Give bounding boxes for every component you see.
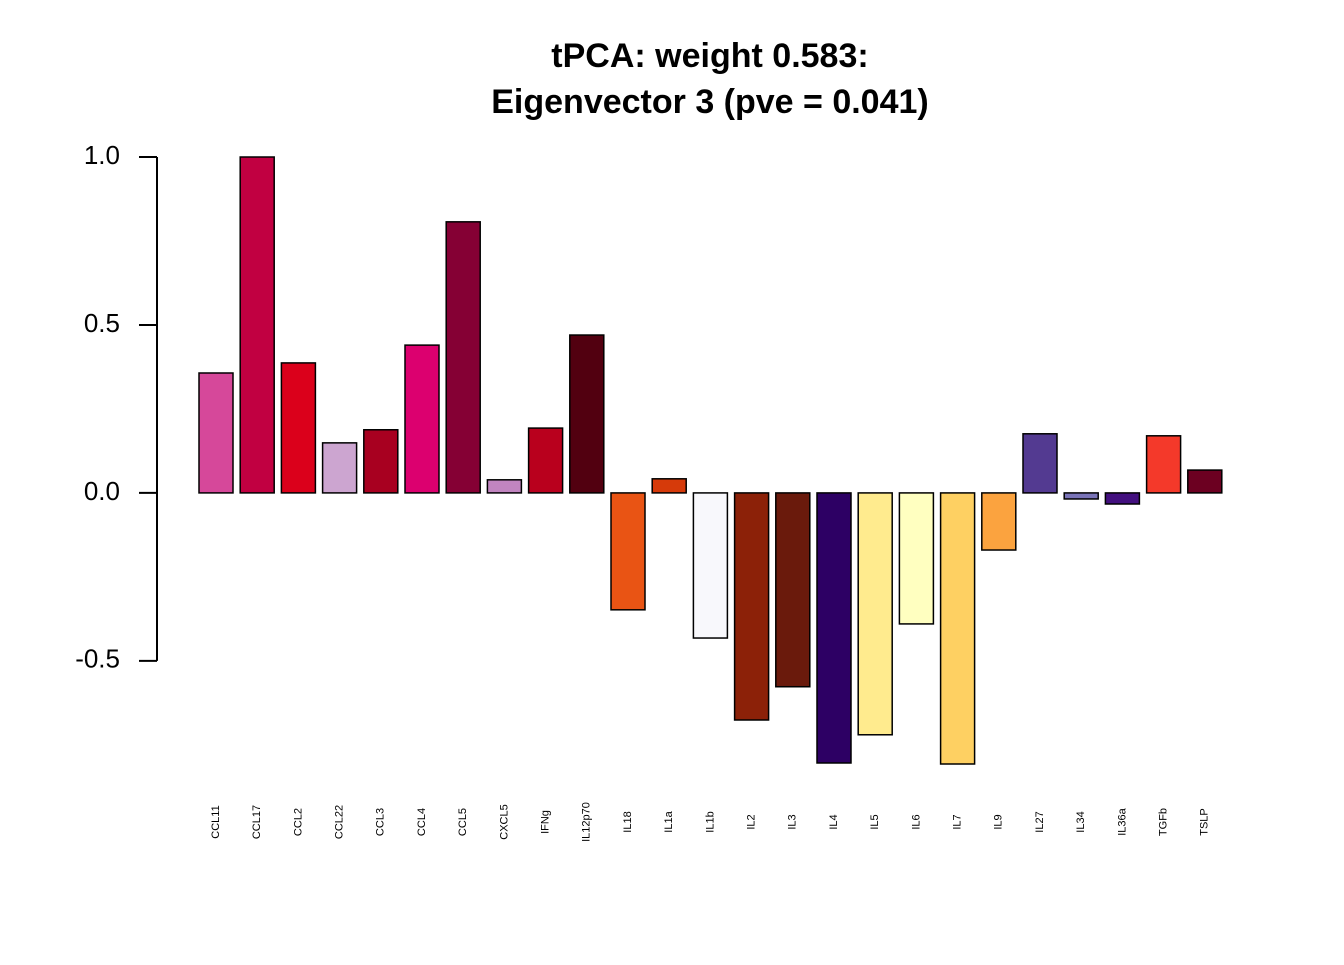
x-tick-label: IL12p70: [581, 802, 593, 842]
x-tick-label: CCL3: [375, 808, 387, 836]
x-tick-label: TGFb: [1158, 808, 1170, 836]
x-tick-label: IL2: [746, 814, 758, 829]
bar: [363, 429, 399, 494]
bar: [1063, 492, 1099, 500]
bar: [981, 492, 1017, 551]
x-tick-label: CXCL5: [498, 804, 510, 839]
bar: [198, 372, 234, 494]
x-tick-label: CCL22: [334, 805, 346, 839]
x-tick-label: IL27: [1034, 811, 1046, 832]
y-tick-label: -0.5: [75, 644, 120, 674]
bar: [898, 492, 935, 625]
x-tick-label: IL18: [622, 811, 634, 832]
bar: [486, 479, 523, 494]
y-tick-label: 0.5: [84, 308, 120, 338]
x-tick-label: CCL5: [457, 808, 469, 836]
bar: [404, 344, 440, 494]
bar: [280, 362, 317, 494]
x-tick-label: CCL17: [251, 805, 263, 839]
x-tick-label: CCL2: [292, 808, 304, 836]
x-tick-label: IL3: [787, 814, 799, 829]
bar: [527, 427, 564, 494]
chart-title: Eigenvector 3 (pve = 0.041): [491, 83, 928, 121]
x-tick-label: IL1b: [704, 811, 716, 832]
bar: [775, 492, 811, 688]
bar: [321, 442, 358, 494]
y-tick-label: 0.0: [84, 476, 120, 506]
bar: [1022, 433, 1058, 494]
bar: [445, 221, 481, 494]
x-tick-label: IFNg: [540, 810, 552, 834]
bar: [569, 334, 605, 494]
x-tick-label: CCL11: [210, 805, 222, 838]
bar: [733, 492, 770, 721]
bar: [651, 478, 687, 494]
bar: [692, 492, 729, 639]
x-tick-label: IL34: [1075, 811, 1087, 832]
x-tick-label: IL7: [952, 814, 964, 829]
chart-title: tPCA: weight 0.583:: [551, 37, 868, 75]
y-tick-label: 1.0: [84, 140, 120, 170]
x-tick-label: CCL4: [416, 808, 428, 836]
x-tick-label: IL9: [993, 814, 1005, 829]
bar: [939, 492, 976, 765]
x-tick-label: IL6: [910, 814, 922, 829]
bar: [816, 492, 852, 764]
bar: [1187, 469, 1223, 494]
x-tick-label: TSLP: [1199, 808, 1211, 836]
x-tick-label: IL4: [828, 814, 840, 829]
x-tick-label: IL1a: [663, 810, 675, 832]
x-tick-label: IL36a: [1116, 807, 1128, 835]
bar: [1145, 435, 1182, 494]
x-tick-label: IL5: [869, 814, 881, 829]
bar: [857, 492, 893, 736]
bar: [239, 156, 275, 494]
bar: [610, 492, 646, 611]
bar: [1104, 492, 1141, 505]
